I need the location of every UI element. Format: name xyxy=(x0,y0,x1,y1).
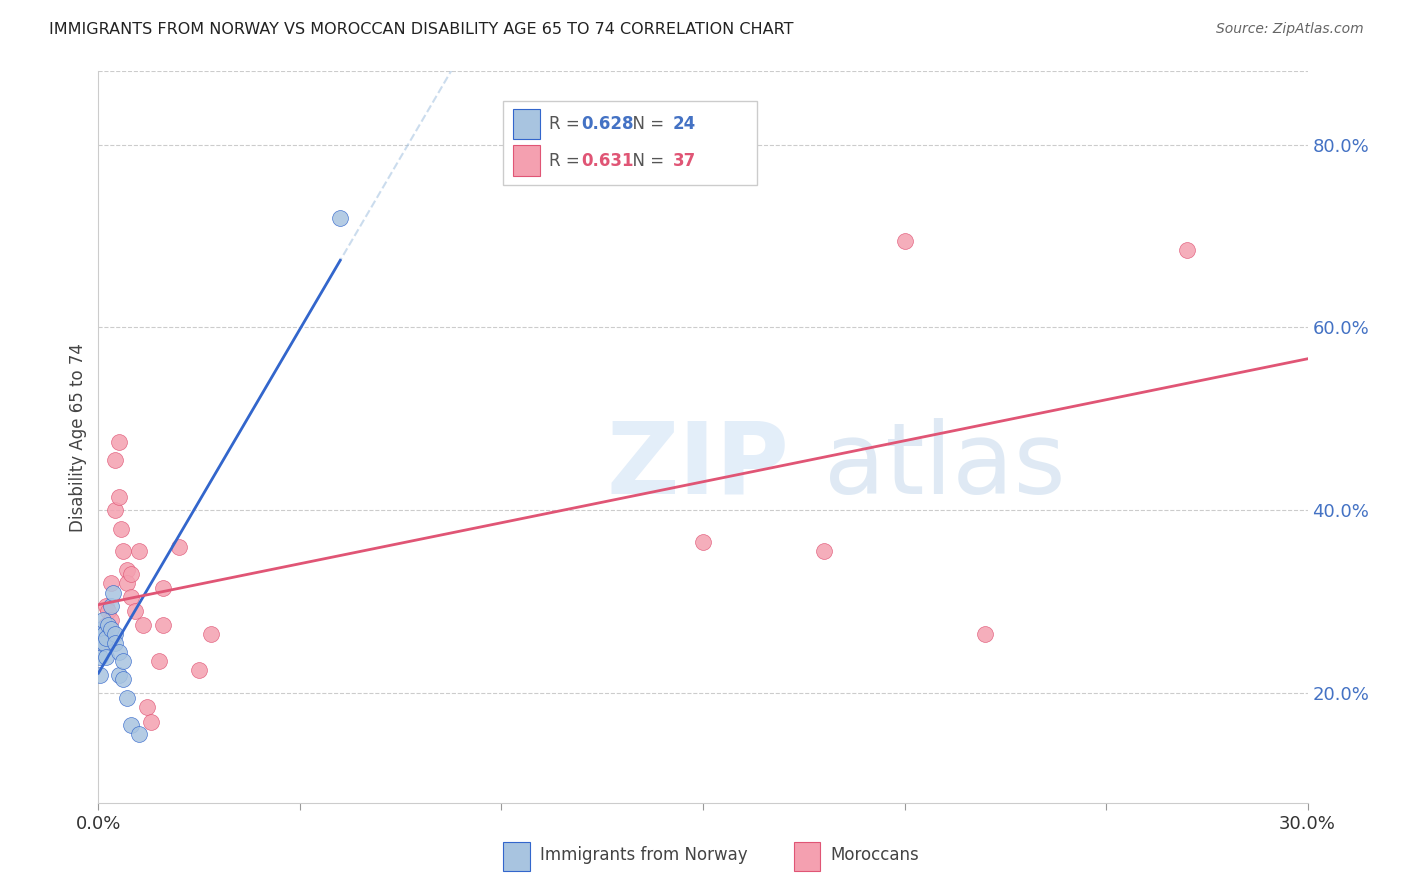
Point xyxy=(152,581,174,595)
Text: N =: N = xyxy=(621,115,669,133)
Point xyxy=(110,521,132,535)
Point xyxy=(167,540,190,554)
Point xyxy=(188,663,211,677)
FancyBboxPatch shape xyxy=(503,841,530,871)
Point xyxy=(100,613,122,627)
Text: Moroccans: Moroccans xyxy=(830,847,918,864)
Point xyxy=(103,626,125,640)
Point xyxy=(91,636,114,650)
Point xyxy=(107,490,129,504)
Point xyxy=(89,649,111,664)
Point xyxy=(128,544,150,558)
Point xyxy=(91,622,114,636)
Text: atlas: atlas xyxy=(824,417,1066,515)
Point xyxy=(111,673,134,687)
Point xyxy=(974,626,997,640)
Point xyxy=(1175,243,1198,257)
Point xyxy=(90,636,112,650)
Y-axis label: Disability Age 65 to 74: Disability Age 65 to 74 xyxy=(69,343,87,532)
Point xyxy=(111,544,134,558)
Point xyxy=(100,599,122,614)
Point xyxy=(152,617,174,632)
Point xyxy=(103,503,125,517)
Point xyxy=(893,234,915,248)
Point xyxy=(692,535,714,549)
Text: R =: R = xyxy=(550,152,585,169)
FancyBboxPatch shape xyxy=(793,841,820,871)
Point xyxy=(100,622,122,636)
Point xyxy=(329,211,352,225)
Text: N =: N = xyxy=(621,152,669,169)
Text: Source: ZipAtlas.com: Source: ZipAtlas.com xyxy=(1216,22,1364,37)
Point xyxy=(148,654,170,668)
Point xyxy=(90,626,112,640)
Point xyxy=(124,604,146,618)
Text: Immigrants from Norway: Immigrants from Norway xyxy=(540,847,748,864)
Point xyxy=(96,617,118,632)
Text: R =: R = xyxy=(550,115,585,133)
Point xyxy=(103,453,125,467)
Point xyxy=(103,636,125,650)
Point xyxy=(120,718,142,732)
Point xyxy=(93,626,115,640)
Point xyxy=(101,585,124,599)
Point xyxy=(135,699,157,714)
Point xyxy=(200,626,222,640)
Point xyxy=(115,690,138,705)
Text: IMMIGRANTS FROM NORWAY VS MOROCCAN DISABILITY AGE 65 TO 74 CORRELATION CHART: IMMIGRANTS FROM NORWAY VS MOROCCAN DISAB… xyxy=(49,22,794,37)
Point xyxy=(115,576,138,591)
FancyBboxPatch shape xyxy=(503,101,758,185)
Point xyxy=(96,599,118,614)
Point xyxy=(91,626,114,640)
Point xyxy=(91,636,114,650)
FancyBboxPatch shape xyxy=(513,145,540,176)
Point xyxy=(97,617,120,632)
Point xyxy=(132,617,155,632)
Point xyxy=(115,563,138,577)
Point xyxy=(97,604,120,618)
Text: 24: 24 xyxy=(673,115,696,133)
Point xyxy=(120,567,142,582)
Point xyxy=(111,654,134,668)
Point xyxy=(120,590,142,604)
Point xyxy=(89,667,111,681)
Point xyxy=(107,645,129,659)
Point xyxy=(93,636,115,650)
Point xyxy=(96,649,118,664)
Point xyxy=(89,626,111,640)
FancyBboxPatch shape xyxy=(513,109,540,139)
Text: 37: 37 xyxy=(673,152,696,169)
Point xyxy=(91,613,114,627)
Point xyxy=(139,715,162,730)
Point xyxy=(93,626,115,640)
Point xyxy=(100,576,122,591)
Point xyxy=(107,667,129,681)
Point xyxy=(813,544,835,558)
Text: 0.628: 0.628 xyxy=(581,115,633,133)
Text: ZIP: ZIP xyxy=(606,417,789,515)
Point xyxy=(128,727,150,741)
Point xyxy=(107,434,129,449)
Text: 0.631: 0.631 xyxy=(581,152,633,169)
Point xyxy=(96,632,118,646)
Point xyxy=(91,622,114,636)
